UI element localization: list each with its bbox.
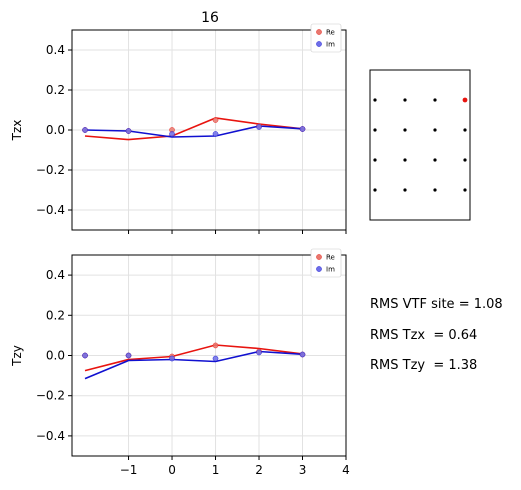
site-marker bbox=[403, 98, 407, 102]
data-point-im bbox=[125, 352, 132, 359]
y-tick-label: 0.4 bbox=[46, 268, 65, 282]
x-tick-label: 1 bbox=[212, 463, 220, 477]
site-marker bbox=[373, 98, 377, 102]
site-marker-current bbox=[462, 97, 468, 103]
legend-marker-re bbox=[316, 29, 322, 35]
site-marker bbox=[403, 158, 407, 162]
y-tick-label: 0.0 bbox=[46, 123, 65, 137]
rms-tzy-text: RMS Tzy = 1.38 bbox=[370, 358, 478, 373]
legend: Re Im bbox=[310, 248, 342, 278]
x-tick-label: 4 bbox=[342, 463, 350, 477]
y-tick-label: −0.2 bbox=[36, 163, 65, 177]
legend-label-re: Re bbox=[326, 29, 335, 37]
y-tick-label: −0.2 bbox=[36, 389, 65, 403]
y-tick-label: −0.4 bbox=[36, 203, 65, 217]
data-point-re bbox=[212, 342, 219, 349]
site-marker bbox=[373, 188, 377, 192]
site-map bbox=[369, 69, 471, 221]
legend: Re Im bbox=[310, 23, 342, 53]
y-tick-label: 0.2 bbox=[46, 308, 65, 322]
site-marker bbox=[433, 98, 437, 102]
series-line-re bbox=[84, 117, 303, 141]
data-point-im bbox=[256, 124, 262, 130]
site-marker bbox=[373, 158, 377, 162]
site-marker bbox=[403, 188, 407, 192]
data-point-im bbox=[212, 131, 219, 137]
legend-marker-im bbox=[316, 41, 322, 47]
x-tick-label: −1 bbox=[120, 463, 138, 477]
site-map-frame bbox=[369, 69, 471, 221]
series-line-im bbox=[84, 125, 303, 138]
rms-site-text: RMS VTF site = 1.08 bbox=[370, 297, 503, 312]
x-tick-label: 3 bbox=[299, 463, 307, 477]
legend-marker-im bbox=[316, 266, 322, 272]
site-marker bbox=[433, 188, 437, 192]
figure-title: 16 bbox=[201, 10, 219, 26]
site-marker bbox=[403, 128, 407, 132]
site-marker bbox=[463, 128, 467, 132]
legend-label-im: Im bbox=[326, 266, 335, 274]
site-marker bbox=[373, 128, 377, 132]
data-point-im bbox=[125, 128, 132, 134]
y-axis-label: Tzx bbox=[10, 120, 24, 142]
rms-tzx-text: RMS Tzx = 0.64 bbox=[370, 328, 478, 343]
data-point-im bbox=[82, 352, 88, 359]
tzy-panel: −1 0 1 2 3 4 0.4 0.2 0.0 −0.2 −0.4 Tzy Re Im bbox=[10, 248, 350, 477]
series-line-im bbox=[84, 350, 303, 380]
y-tick-label: 0.4 bbox=[46, 43, 65, 57]
y-axis-label: Tzy bbox=[10, 345, 24, 367]
site-marker bbox=[463, 188, 467, 192]
legend-marker-re bbox=[316, 254, 322, 260]
data-point-re bbox=[212, 117, 219, 123]
x-tick-label: 0 bbox=[168, 463, 176, 477]
site-marker bbox=[433, 158, 437, 162]
legend-label-im: Im bbox=[326, 41, 335, 49]
site-marker bbox=[433, 128, 437, 132]
legend-label-re: Re bbox=[326, 254, 335, 262]
data-point-im bbox=[212, 355, 219, 362]
site-marker bbox=[463, 158, 467, 162]
data-point-im bbox=[169, 131, 175, 137]
x-tick-label: 2 bbox=[255, 463, 263, 477]
data-point-im bbox=[169, 355, 175, 362]
data-point-im bbox=[299, 126, 306, 132]
y-tick-label: −0.4 bbox=[36, 429, 65, 443]
data-point-im bbox=[82, 127, 88, 133]
data-point-im bbox=[299, 351, 306, 358]
data-point-im bbox=[256, 349, 262, 356]
y-tick-label: 0.0 bbox=[46, 349, 65, 363]
tzx-panel: 0.4 0.2 0.0 −0.2 −0.4 Tzx Re Im bbox=[10, 23, 347, 234]
y-tick-label: 0.2 bbox=[46, 83, 65, 97]
series-line-re bbox=[84, 344, 303, 372]
